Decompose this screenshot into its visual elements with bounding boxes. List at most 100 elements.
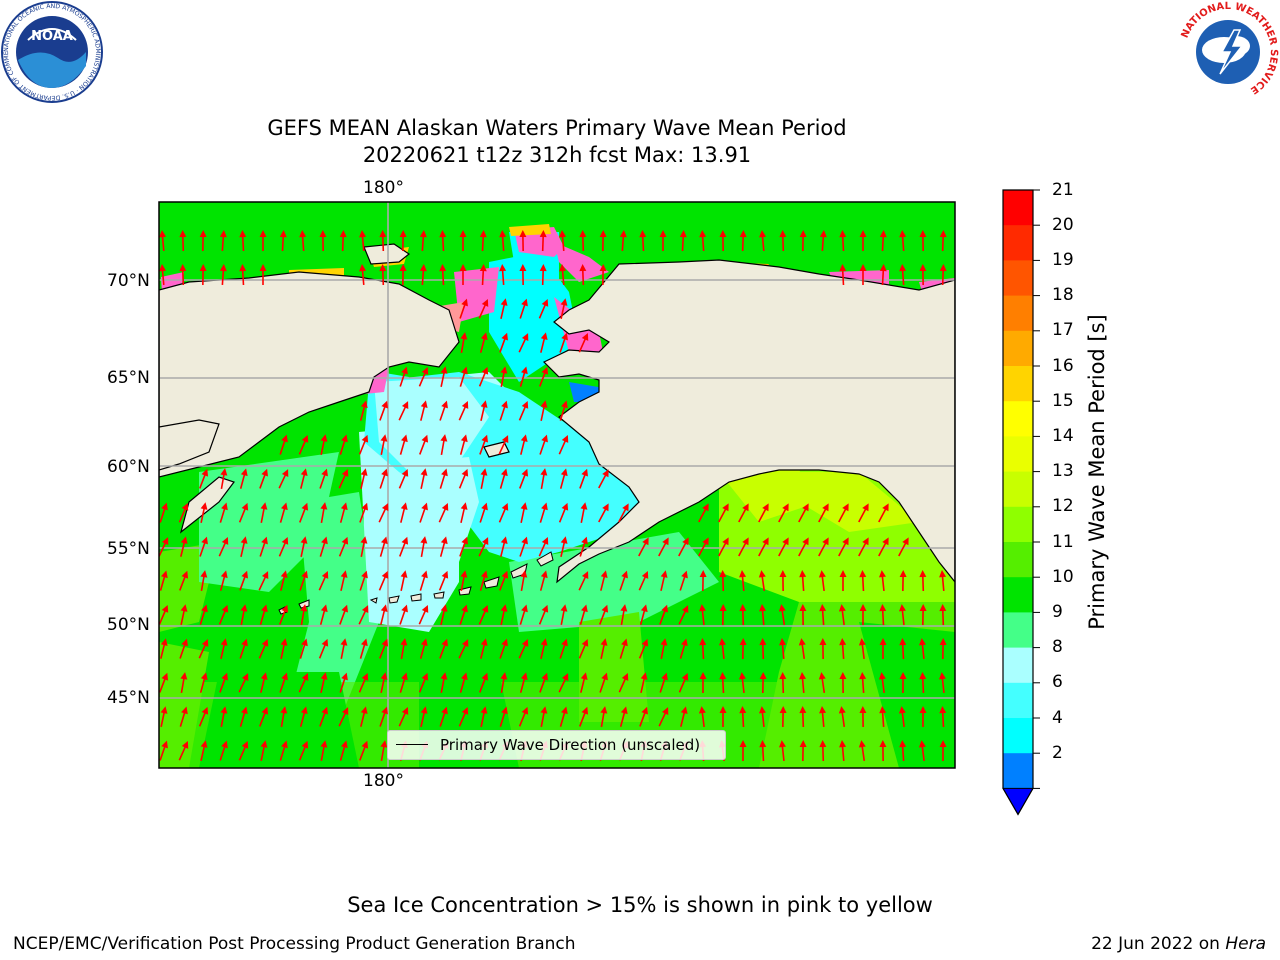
wave-direction-arrow [180,536,188,557]
wave-direction-arrow [239,468,248,489]
wave-direction-arrow [520,502,528,523]
wave-direction-arrow [339,434,348,455]
wave-direction-arrow [159,570,168,591]
wave-direction-arrow [619,570,628,591]
wave-direction-arrow [559,468,568,489]
wave-direction-arrow [300,536,308,557]
wave-direction-arrow [618,503,629,523]
wave-direction-arrow [319,706,328,727]
wave-direction-arrow [478,299,489,319]
wave-direction-arrow [299,230,307,252]
wave-direction-arrow [680,706,688,727]
wave-direction-arrow [199,264,207,286]
wave-direction-arrow [718,537,729,557]
wave-period-map [158,201,956,769]
sea-ice-note: Sea Ice Concentration > 15% is shown in … [347,893,933,917]
lat-label-50: 50°N [107,615,150,635]
colorbar-segment [1003,612,1033,649]
wave-direction-arrow [459,366,468,387]
wave-direction-arrow [799,604,807,626]
graticule [159,202,955,768]
wave-direction-arrow [420,536,428,558]
wave-direction-arrow [220,706,228,727]
wave-direction-arrow [679,638,688,659]
wave-direction-arrow [159,264,167,286]
wave-direction-arrow [919,570,927,592]
wave-direction-arrow [359,264,367,286]
svg-text:NOAA: NOAA [31,29,73,44]
wave-direction-arrow [699,638,707,660]
wave-direction-arrow [578,638,589,659]
wave-direction-arrow [499,230,507,252]
wave-direction-arrow [300,604,308,626]
wave-direction-arrow [499,706,508,727]
colorbar-segment [1003,506,1033,543]
wave-direction-arrow [919,604,927,626]
colorbar-segment [1003,471,1033,508]
wave-direction-arrow [540,706,548,727]
wave-direction-arrow [439,400,448,421]
wave-direction-arrow [818,537,829,557]
wave-direction-arrow [899,672,907,693]
wave-direction-arrow [318,571,329,591]
wave-direction-arrow [558,673,569,693]
wave-direction-arrow [419,434,429,455]
wave-direction-arrow [698,537,709,557]
wave-direction-arrow [359,400,368,421]
wave-direction-arrow [759,672,767,694]
lat-label-55: 55°N [107,539,150,559]
wave-direction-arrow [458,468,469,489]
wave-direction-arrow [238,740,249,761]
wave-direction-arrow [240,604,248,625]
wave-direction-arrow [738,537,749,557]
wave-direction-arrow [520,570,528,592]
wave-direction-arrow [258,571,269,591]
wave-direction-arrow [679,230,687,252]
wave-direction-arrow [359,740,369,761]
wave-direction-arrow [440,672,448,693]
wave-direction-arrow [479,230,487,252]
wave-direction-arrow [459,434,468,455]
wave-direction-arrow [579,468,588,489]
wave-direction-arrow [459,298,468,319]
wave-direction-arrow [459,672,468,693]
wave-direction-arrow [939,264,947,286]
wave-direction-arrow [480,400,488,421]
wave-direction-arrow [499,570,509,591]
wave-direction-arrow [438,570,449,591]
wave-direction-arrow [399,672,408,693]
wave-direction-arrow [639,230,647,252]
wave-direction-arrow [299,706,308,727]
wave-direction-arrow [280,706,288,728]
wave-direction-arrow [420,468,428,489]
cbar-tick-12: 12 [1052,496,1074,516]
wave-direction-arrow [340,570,348,591]
colorbar-segment [1003,225,1033,261]
wave-direction-arrow [638,638,649,659]
wave-direction-arrow [358,605,369,625]
wave-direction-arrow [499,332,508,353]
wave-direction-arrow [539,570,548,591]
wave-direction-arrow [718,503,729,523]
wave-direction-arrow [200,740,208,761]
wave-direction-arrow [799,740,807,762]
wave-direction-arrow [918,638,926,660]
wave-direction-arrow [200,570,208,592]
wave-direction-arrow [879,638,887,659]
wave-direction-arrow [798,537,809,557]
cbar-tick-9: 9 [1052,602,1063,622]
wave-direction-arrow [519,604,528,625]
wave-direction-arrow [718,638,726,660]
wave-direction-arrows [159,230,947,762]
wave-direction-arrow [939,706,947,728]
wave-direction-arrow [699,570,707,592]
legend-label: Primary Wave Direction (unscaled) [440,736,701,754]
wave-direction-arrow [739,740,747,761]
wave-direction-arrow [298,740,309,761]
wave-direction-arrow [619,230,627,252]
wave-direction-arrow [539,672,548,693]
wave-direction-arrow [319,230,327,252]
wave-direction-arrow [599,230,607,252]
wave-direction-arrow [500,672,508,694]
wave-direction-arrow [418,605,429,625]
